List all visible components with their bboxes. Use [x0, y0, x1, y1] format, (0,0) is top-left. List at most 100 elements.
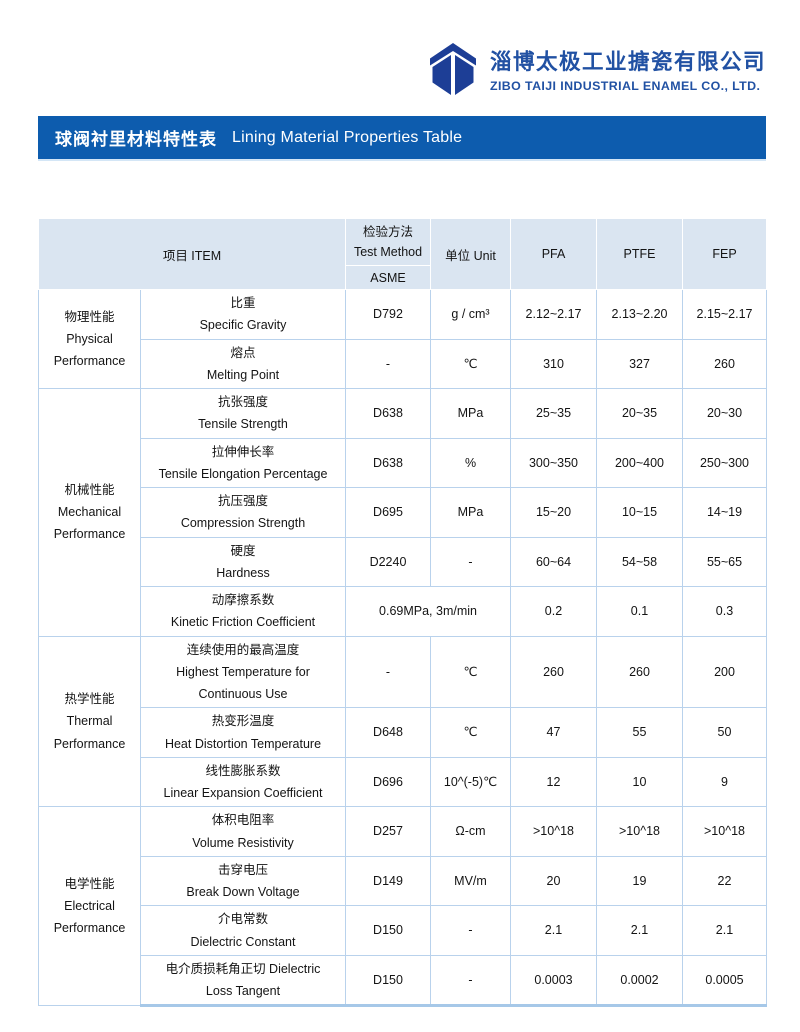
- header-test-method-en: Test Method: [353, 245, 423, 259]
- company-name-en: ZIBO TAIJI INDUSTRIAL ENAMEL CO., LTD.: [489, 78, 761, 93]
- fep-value: 55~65: [682, 536, 767, 587]
- pfa-value: 2.12~2.17: [510, 289, 597, 340]
- item-cell: 比重 Specific Gravity: [140, 289, 346, 340]
- page: 淄博太极工业搪瓷有限公司 ZIBO TAIJI INDUSTRIAL ENAME…: [38, 40, 767, 1008]
- ptfe-value: 2.1: [596, 905, 683, 956]
- ptfe-value: 200~400: [596, 437, 683, 488]
- item-cell: 硬度 Hardness: [140, 536, 346, 587]
- header-test-method: 检验方法 Test Method ASME: [345, 218, 431, 290]
- header-unit: 单位 Unit: [430, 218, 511, 290]
- unit-cell: ℃: [430, 635, 511, 709]
- fep-value: 250~300: [682, 437, 767, 488]
- page-title-zh: 球阀衬里材料特性表: [55, 130, 217, 149]
- ptfe-value: 260: [596, 635, 683, 709]
- unit-cell: ℃: [430, 707, 511, 758]
- pfa-value: 0.0003: [510, 954, 597, 1008]
- unit-cell: g / cm³: [430, 289, 511, 340]
- pfa-value: 300~350: [510, 437, 597, 488]
- ptfe-value: 10~15: [596, 487, 683, 538]
- unit-cell: MV/m: [430, 855, 511, 907]
- unit-cell: -: [430, 954, 511, 1008]
- table-row: 线性膨胀系数 Linear Expansion Coefficient D696…: [39, 756, 767, 808]
- pfa-value: 47: [510, 707, 597, 758]
- header-test-method-label: 检验方法 Test Method: [346, 219, 430, 265]
- ptfe-value: 327: [596, 338, 683, 389]
- fep-value: 2.15~2.17: [682, 289, 767, 340]
- method-cell: D695: [345, 487, 431, 538]
- properties-table: 项目 ITEM 检验方法 Test Method ASME 单位 Unit PF…: [38, 218, 767, 1008]
- method-cell: D792: [345, 289, 431, 340]
- table-row: 硬度 Hardness D2240 - 60~64 54~58 55~65: [39, 536, 767, 587]
- fep-value: 22: [682, 855, 767, 907]
- table-row: 电介质损耗角正切 Dielectric Loss Tangent D150 - …: [39, 954, 767, 1008]
- item-cell: 拉伸伸长率 Tensile Elongation Percentage: [140, 437, 346, 488]
- table-header-row: 项目 ITEM 检验方法 Test Method ASME 单位 Unit PF…: [38, 218, 767, 290]
- item-cell: 电介质损耗角正切 Dielectric Loss Tangent: [140, 954, 346, 1008]
- table-row: 拉伸伸长率 Tensile Elongation Percentage D638…: [39, 437, 767, 488]
- method-cell: D696: [345, 756, 431, 808]
- method-cell: D648: [345, 707, 431, 758]
- fep-value: 9: [682, 756, 767, 808]
- header-material-pfa: PFA: [510, 218, 597, 290]
- method-cell: D150: [345, 954, 431, 1008]
- fep-value: >10^18: [682, 806, 767, 857]
- item-cell: 体积电阻率 Volume Resistivity: [140, 806, 346, 857]
- brand-header: 淄博太极工业搪瓷有限公司 ZIBO TAIJI INDUSTRIAL ENAME…: [38, 40, 766, 102]
- item-cell: 抗张强度 Tensile Strength: [140, 388, 346, 439]
- pfa-value: 25~35: [510, 388, 597, 439]
- pfa-value: 20: [510, 855, 597, 907]
- unit-cell: 10^(-5)℃: [430, 756, 511, 808]
- method-cell: D638: [345, 437, 431, 488]
- item-cell: 抗压强度 Compression Strength: [140, 487, 346, 538]
- pfa-value: 2.1: [510, 905, 597, 956]
- company-name-zh: 淄博太极工业搪瓷有限公司: [489, 50, 766, 75]
- method-cell: D149: [345, 855, 431, 907]
- ptfe-value: 19: [596, 855, 683, 907]
- category-thermal: 热学性能 Thermal Performance: [38, 635, 141, 808]
- unit-cell: -: [430, 905, 511, 956]
- pfa-value: 60~64: [510, 536, 597, 587]
- table-row: 电学性能 Electrical Performance 体积电阻率 Volume…: [38, 806, 767, 1007]
- item-cell: 熔点 Melting Point: [140, 338, 346, 389]
- unit-cell: -: [430, 536, 511, 587]
- item-cell: 介电常数 Dielectric Constant: [140, 905, 346, 956]
- header-material-ptfe: PTFE: [596, 218, 683, 290]
- pfa-value: >10^18: [510, 806, 597, 857]
- ptfe-value: 54~58: [596, 536, 683, 587]
- fep-value: 50: [682, 707, 767, 758]
- method-cell: D2240: [345, 536, 431, 587]
- pfa-value: 0.2: [510, 586, 597, 637]
- header-material-fep: FEP: [682, 218, 767, 290]
- fep-value: 200: [682, 635, 767, 709]
- table-row: 机械性能 Mechanical Performance 抗张强度 Tensile…: [38, 388, 767, 637]
- ptfe-value: 2.13~2.20: [596, 289, 683, 340]
- table-row: 介电常数 Dielectric Constant D150 - 2.1 2.1 …: [39, 905, 767, 956]
- unit-cell: MPa: [430, 388, 511, 439]
- table-row: 动摩擦系数 Kinetic Friction Coefficient 0.69M…: [39, 586, 767, 637]
- company-name-block: 淄博太极工业搪瓷有限公司 ZIBO TAIJI INDUSTRIAL ENAME…: [490, 49, 766, 93]
- table-row: 熔点 Melting Point - ℃ 310 327 260: [39, 338, 767, 389]
- method-unit-merged-cell: 0.69MPa, 3m/min: [345, 586, 511, 637]
- ptfe-value: 0.0002: [596, 954, 683, 1008]
- category-mechanical: 机械性能 Mechanical Performance: [38, 388, 141, 637]
- pfa-value: 15~20: [510, 487, 597, 538]
- table-row: 抗压强度 Compression Strength D695 MPa 15~20…: [39, 487, 767, 538]
- item-cell: 热变形温度 Heat Distortion Temperature: [140, 707, 346, 758]
- method-cell: D638: [345, 388, 431, 439]
- table-row: 热变形温度 Heat Distortion Temperature D648 ℃…: [39, 707, 767, 758]
- fep-value: 0.0005: [682, 954, 767, 1008]
- header-test-method-zh: 检验方法: [362, 225, 413, 239]
- ptfe-value: 10: [596, 756, 683, 808]
- company-brand: 淄博太极工业搪瓷有限公司 ZIBO TAIJI INDUSTRIAL ENAME…: [428, 41, 766, 101]
- method-cell: -: [345, 338, 431, 389]
- item-cell: 线性膨胀系数 Linear Expansion Coefficient: [140, 756, 346, 808]
- pfa-value: 260: [510, 635, 597, 709]
- ptfe-value: 55: [596, 707, 683, 758]
- fep-value: 2.1: [682, 905, 767, 956]
- table-row: 击穿电压 Break Down Voltage D149 MV/m 20 19 …: [39, 855, 767, 907]
- page-title-bar: 球阀衬里材料特性表 Lining Material Properties Tab…: [38, 116, 766, 159]
- category-electrical: 电学性能 Electrical Performance: [38, 806, 141, 1007]
- header-test-method-standard: ASME: [346, 265, 430, 289]
- company-logo-icon: [429, 43, 476, 95]
- fep-value: 260: [682, 338, 767, 389]
